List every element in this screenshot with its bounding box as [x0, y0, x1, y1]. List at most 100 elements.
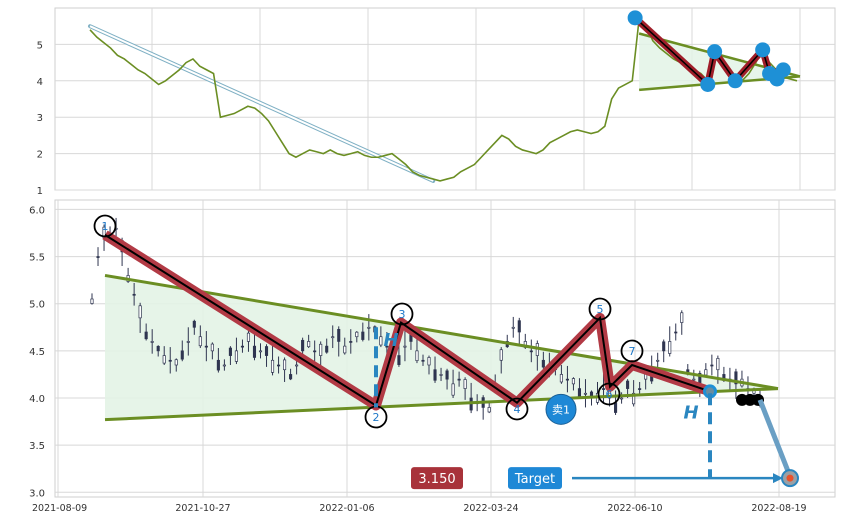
detail-candle-body [397, 355, 401, 365]
detail-pattern-label: 2 [373, 411, 380, 424]
detail-candle-body [403, 345, 407, 348]
detail-height-label-right: H [683, 403, 698, 424]
detail-candle-body [529, 350, 533, 353]
detail-y-tick-label: 6.0 [29, 205, 45, 216]
detail-candle-body [355, 331, 359, 338]
detail-candle-body [156, 345, 160, 352]
detail-candle-body [313, 350, 317, 353]
detail-pattern-label: 1 [102, 220, 109, 233]
detail-y-tick-label: 3.5 [29, 441, 45, 452]
detail-candle-body [289, 374, 293, 380]
detail-target-price-label: 3.150 [418, 472, 455, 487]
detail-target-price-badge [411, 467, 463, 490]
detail-candle-body [674, 331, 678, 334]
detail-x-tick-label: 2022-03-24 [463, 503, 518, 514]
overview-pattern-point [727, 73, 743, 89]
detail-x-tick-label: 2021-08-09 [32, 503, 87, 514]
detail-pattern-label: 3 [399, 308, 406, 321]
detail-pattern-label-ring [93, 214, 117, 238]
detail-candle-body [216, 359, 220, 371]
detail-candle-body [511, 326, 515, 329]
detail-y-tick-label: 5.5 [29, 253, 45, 264]
detail-candle-body [367, 326, 371, 329]
detail-candle-body [246, 332, 251, 342]
detail-candle-body [150, 341, 154, 343]
detail-pattern-label-ring [588, 297, 612, 321]
detail-candle-body [307, 341, 311, 348]
detail-candle-body [704, 369, 708, 376]
overview-trend-arrow-inner [89, 25, 434, 182]
detail-candle-body [90, 298, 94, 304]
overview-y-tick-label: 1 [37, 186, 43, 197]
detail-candle-body [577, 388, 582, 398]
overview-y-tick-label: 5 [37, 40, 43, 51]
overview-y-tick-label: 4 [37, 77, 43, 88]
detail-y-tick-label: 4.5 [29, 347, 45, 358]
detail-target-arrowhead [773, 473, 783, 484]
detail-candle-body [210, 343, 214, 352]
detail-candle-body [692, 378, 696, 381]
detail-candle-body [277, 364, 281, 367]
detail-candle-body [264, 346, 269, 356]
detail-candle-body [668, 341, 672, 354]
detail-candle-body [734, 371, 738, 385]
detail-candle-body [180, 350, 184, 360]
detail-candle-body [234, 350, 238, 362]
detail-candle-body [583, 392, 588, 395]
overview-pattern-point [707, 44, 723, 60]
detail-pattern-label: 5 [597, 303, 604, 316]
detail-candle-body [331, 336, 335, 339]
detail-candle-body [174, 359, 178, 366]
detail-candle-body [228, 347, 232, 356]
detail-candle-body [144, 331, 148, 340]
overview-pattern-point [769, 71, 785, 87]
detail-pattern-label-ring [390, 302, 414, 326]
detail-candle-body [601, 388, 606, 390]
detail-candle-body [349, 341, 353, 343]
detail-candle-body [620, 397, 624, 400]
detail-candle-body [439, 374, 443, 376]
overview-pattern-point [755, 42, 771, 58]
detail-height-label-left: H [383, 330, 398, 351]
detail-candle-body [445, 370, 449, 380]
detail-target-badge [508, 467, 562, 490]
detail-candle-body [385, 345, 389, 348]
detail-candle-body [379, 336, 383, 346]
detail-candle-body [96, 256, 100, 258]
detail-target-point-core [786, 474, 794, 482]
detail-candle-body [680, 312, 684, 323]
detail-candle-body [204, 345, 208, 348]
detail-candle-body [451, 383, 455, 396]
detail-candle-body [132, 293, 136, 296]
detail-candle-body [499, 349, 503, 361]
detail-candle-body [710, 364, 714, 367]
detail-candle-body [192, 320, 196, 328]
detail-candle-body [571, 378, 575, 385]
detail-candle-body [433, 369, 437, 381]
detail-candle-body [325, 345, 329, 353]
detail-candle-body [361, 331, 365, 340]
detail-candle-body [716, 358, 720, 371]
detail-candle-body [632, 392, 636, 405]
detail-pattern-label-ring [505, 397, 529, 421]
detail-candle-body [662, 341, 666, 352]
detail-x-tick-label: 2021-10-27 [175, 503, 230, 514]
detail-candle-body [559, 374, 563, 383]
overview-y-tick-label: 3 [37, 113, 43, 124]
detail-candle-body [656, 359, 660, 362]
detail-candle-body [626, 380, 630, 389]
detail-candle-body [138, 305, 142, 319]
detail-x-tick-label: 2022-01-06 [319, 503, 374, 514]
detail-candle-body [457, 378, 461, 381]
detail-sell-label: 卖1 [552, 403, 570, 416]
detail-upper-trendline [104, 273, 779, 391]
overview-pattern-point [700, 76, 716, 92]
detail-candle-body [487, 407, 491, 413]
detail-candle-body [343, 345, 347, 354]
overview-y-tick-label: 2 [37, 150, 43, 161]
detail-candle-body [186, 341, 190, 343]
detail-candle-body [301, 339, 305, 352]
detail-y-tick-label: 3.0 [29, 488, 45, 499]
detail-candle-body [337, 329, 341, 342]
detail-projection-line [757, 398, 793, 478]
